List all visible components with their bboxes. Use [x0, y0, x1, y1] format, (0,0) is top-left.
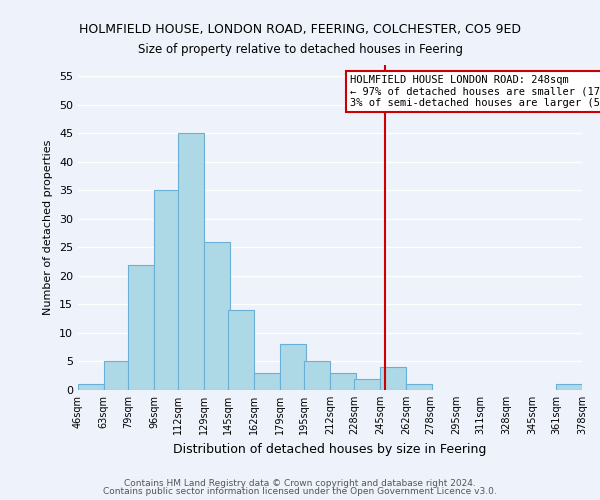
Bar: [304, 362, 330, 390]
X-axis label: Distribution of detached houses by size in Feering: Distribution of detached houses by size …: [173, 442, 487, 456]
Text: HOLMFIELD HOUSE LONDON ROAD: 248sqm
← 97% of detached houses are smaller (170)
3: HOLMFIELD HOUSE LONDON ROAD: 248sqm ← 97…: [350, 74, 600, 108]
Bar: [128, 264, 154, 390]
Bar: [380, 367, 406, 390]
Bar: [154, 190, 180, 390]
Bar: [330, 373, 356, 390]
Bar: [406, 384, 432, 390]
Bar: [280, 344, 306, 390]
Bar: [104, 362, 130, 390]
Text: Contains public sector information licensed under the Open Government Licence v3: Contains public sector information licen…: [103, 487, 497, 496]
Bar: [178, 134, 204, 390]
Bar: [78, 384, 104, 390]
Bar: [228, 310, 254, 390]
Bar: [204, 242, 230, 390]
Bar: [556, 384, 582, 390]
Bar: [254, 373, 280, 390]
Bar: [354, 378, 380, 390]
Text: HOLMFIELD HOUSE, LONDON ROAD, FEERING, COLCHESTER, CO5 9ED: HOLMFIELD HOUSE, LONDON ROAD, FEERING, C…: [79, 22, 521, 36]
Text: Size of property relative to detached houses in Feering: Size of property relative to detached ho…: [137, 42, 463, 56]
Text: Contains HM Land Registry data © Crown copyright and database right 2024.: Contains HM Land Registry data © Crown c…: [124, 478, 476, 488]
Y-axis label: Number of detached properties: Number of detached properties: [43, 140, 53, 315]
